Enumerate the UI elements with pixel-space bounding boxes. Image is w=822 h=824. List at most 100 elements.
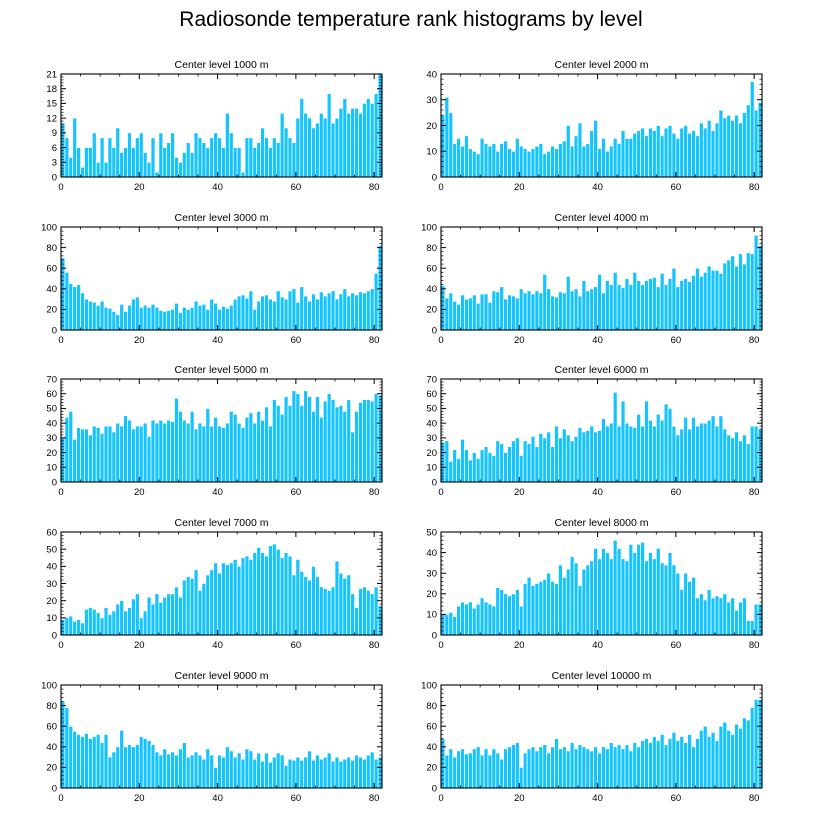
bar	[135, 744, 140, 789]
bar	[526, 576, 532, 636]
bar	[550, 295, 555, 331]
plot-frame	[440, 378, 763, 483]
bar	[103, 734, 109, 789]
bar	[749, 425, 755, 483]
y-tick-label: 10	[46, 613, 57, 624]
bar	[710, 130, 716, 178]
bar	[558, 564, 563, 636]
bar	[225, 112, 230, 178]
bar	[507, 294, 512, 331]
bar	[468, 459, 473, 483]
bar	[260, 295, 265, 331]
bar	[456, 458, 461, 483]
bar	[699, 729, 704, 789]
bar	[283, 127, 289, 178]
bar	[742, 112, 747, 178]
bar	[279, 557, 285, 636]
bar	[648, 742, 653, 789]
bar	[460, 145, 465, 178]
x-tick-label: 20	[134, 182, 145, 193]
bar	[573, 436, 579, 483]
y-tick-label: 3	[52, 158, 57, 169]
bar	[448, 461, 454, 483]
bar	[91, 132, 97, 178]
bar	[569, 556, 575, 636]
bar	[632, 132, 638, 178]
bar	[730, 119, 735, 178]
bar	[228, 411, 234, 483]
y-tick-label: 40	[426, 548, 437, 559]
bar	[260, 552, 265, 636]
bar	[244, 748, 250, 789]
bar	[526, 290, 532, 331]
bar	[252, 552, 258, 636]
bar	[593, 119, 598, 178]
bar	[240, 557, 246, 636]
bar	[448, 611, 454, 636]
bar	[699, 122, 704, 178]
y-tick-label: 80	[46, 701, 57, 712]
bar	[734, 114, 739, 178]
bar	[146, 740, 152, 789]
bar	[193, 428, 199, 483]
bar	[499, 758, 504, 789]
bar	[193, 300, 199, 331]
bar	[605, 150, 610, 178]
bar	[64, 137, 70, 178]
bar	[491, 290, 497, 331]
bar	[232, 559, 238, 636]
bar	[182, 742, 187, 789]
bar	[538, 433, 544, 483]
bar	[745, 104, 751, 178]
bar	[311, 759, 316, 789]
bar	[538, 746, 544, 789]
bar	[236, 752, 242, 789]
bar	[565, 434, 571, 483]
bar	[287, 405, 293, 483]
bar	[225, 308, 230, 331]
bar	[193, 751, 199, 789]
bar	[291, 288, 297, 331]
bar	[464, 298, 469, 331]
bar	[342, 288, 348, 331]
panel-title: Center level 5000 m	[175, 364, 269, 376]
bar	[311, 127, 316, 178]
bar	[350, 292, 355, 331]
bar	[338, 760, 344, 789]
bar	[221, 147, 226, 178]
bar	[487, 603, 493, 636]
bar	[702, 271, 708, 331]
bar	[197, 754, 203, 789]
bar	[569, 290, 575, 331]
bar	[624, 138, 630, 178]
bar	[272, 756, 277, 789]
panel-title: Center level 3000 m	[175, 212, 269, 224]
y-tick-label: 60	[46, 389, 57, 400]
bar	[272, 300, 277, 331]
bar	[753, 603, 759, 636]
bar	[248, 412, 254, 483]
bar	[644, 400, 649, 483]
bar	[706, 736, 712, 789]
bar	[542, 437, 548, 483]
bar	[111, 610, 117, 636]
bar	[515, 742, 520, 789]
bar	[440, 614, 446, 636]
bar	[464, 449, 469, 483]
bar	[197, 137, 203, 178]
bar	[256, 752, 261, 789]
y-tick-label: 20	[426, 763, 437, 774]
bar	[209, 298, 215, 331]
plot-frame	[440, 226, 763, 331]
bar	[475, 153, 481, 178]
bar	[471, 748, 477, 789]
bar	[185, 142, 191, 178]
bar	[483, 748, 489, 789]
y-tick-label: 15	[46, 99, 57, 110]
bar	[189, 411, 195, 483]
bar	[734, 609, 739, 636]
bar	[448, 292, 454, 331]
bar	[573, 748, 579, 789]
y-tick-label: 0	[52, 783, 57, 794]
bar	[503, 298, 508, 331]
